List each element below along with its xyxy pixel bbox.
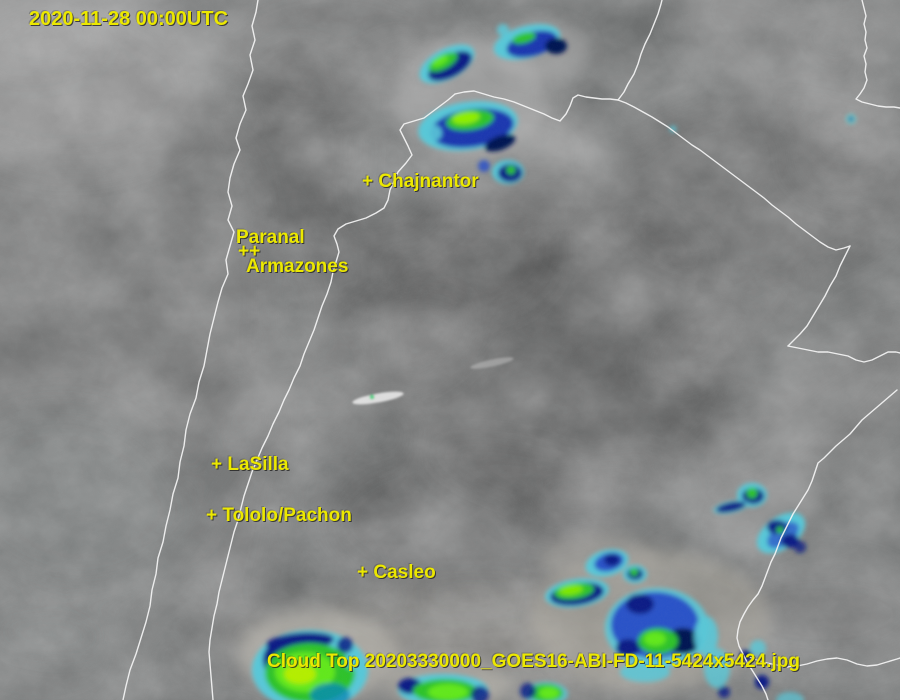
paranal-armazones-plus-markers: ++ [238, 241, 261, 262]
marker-paranal: Paranal [236, 227, 305, 248]
marker-armazones: Armazones [246, 256, 349, 277]
borders-layer [122, 0, 900, 700]
border-down-segment [787, 245, 851, 347]
marker-tololo-pachon: + Tololo/Pachon [206, 505, 352, 526]
border-north-branch [617, 0, 663, 101]
marker-lasilla: + LaSilla [211, 454, 289, 475]
border-bottom-east-segment [746, 655, 900, 668]
filename-caption: Cloud Top 20203330000_GOES16-ABI-FD-11-5… [267, 651, 800, 672]
marker-casleo: + Casleo [357, 562, 436, 583]
border-east-segment [787, 345, 900, 363]
marker-chajnantor: + Chajnantor [362, 171, 479, 192]
border-southeast-branch [617, 99, 851, 251]
chile-coastline [122, 0, 259, 700]
border-river-segment [736, 389, 898, 700]
timestamp-label: 2020-11-28 00:00UTC [29, 8, 229, 30]
northern-border [454, 90, 619, 122]
border-topright-segment [855, 0, 900, 109]
chile-argentina-border [208, 93, 456, 700]
